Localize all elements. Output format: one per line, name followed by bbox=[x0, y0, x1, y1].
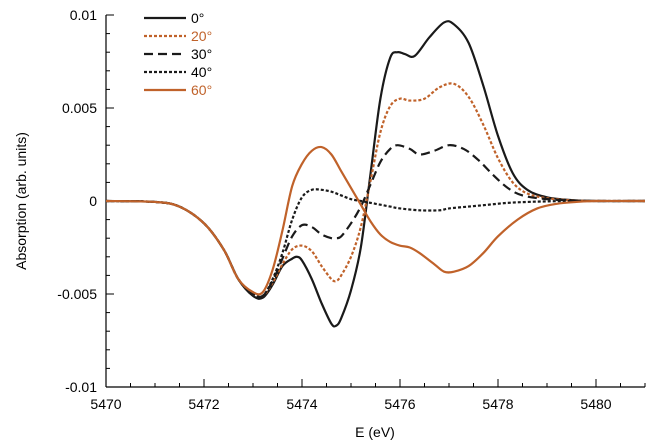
x-tick-label: 5476 bbox=[384, 396, 415, 412]
y-tick-label: -0.005 bbox=[57, 286, 97, 302]
series-layer bbox=[105, 20, 646, 328]
y-tick-label: -0.01 bbox=[65, 379, 97, 395]
y-axis-title: Absorption (arb. units) bbox=[13, 132, 29, 270]
x-tick-label: 5472 bbox=[188, 396, 219, 412]
y-tick-label: 0.005 bbox=[62, 100, 97, 116]
legend-label: 40° bbox=[191, 64, 212, 80]
x-axis-title: E (eV) bbox=[355, 424, 395, 440]
x-tick-label: 5470 bbox=[90, 396, 121, 412]
series-line-0 bbox=[105, 20, 646, 328]
series-line-3 bbox=[105, 188, 645, 299]
y-tick-label: 0.01 bbox=[70, 7, 97, 23]
x-axis-ticks: 5470 5472 5474 5476 5478 5480 bbox=[90, 379, 646, 412]
y-axis-ticks: -0.01 -0.005 0 0.005 0.01 bbox=[57, 7, 114, 395]
legend-label: 0° bbox=[191, 10, 204, 26]
series-line-1 bbox=[105, 82, 646, 298]
series-line-2 bbox=[105, 144, 646, 299]
x-tick-label: 5478 bbox=[482, 396, 513, 412]
legend-label: 60° bbox=[191, 82, 212, 98]
legend: 0° 20° 30° 40° 60° bbox=[144, 10, 212, 98]
x-tick-label: 5474 bbox=[286, 396, 317, 412]
x-tick-label: 5480 bbox=[580, 396, 611, 412]
legend-label: 30° bbox=[191, 46, 212, 62]
series-line-4 bbox=[105, 145, 646, 296]
y-tick-label: 0 bbox=[89, 193, 97, 209]
legend-label: 20° bbox=[191, 28, 212, 44]
